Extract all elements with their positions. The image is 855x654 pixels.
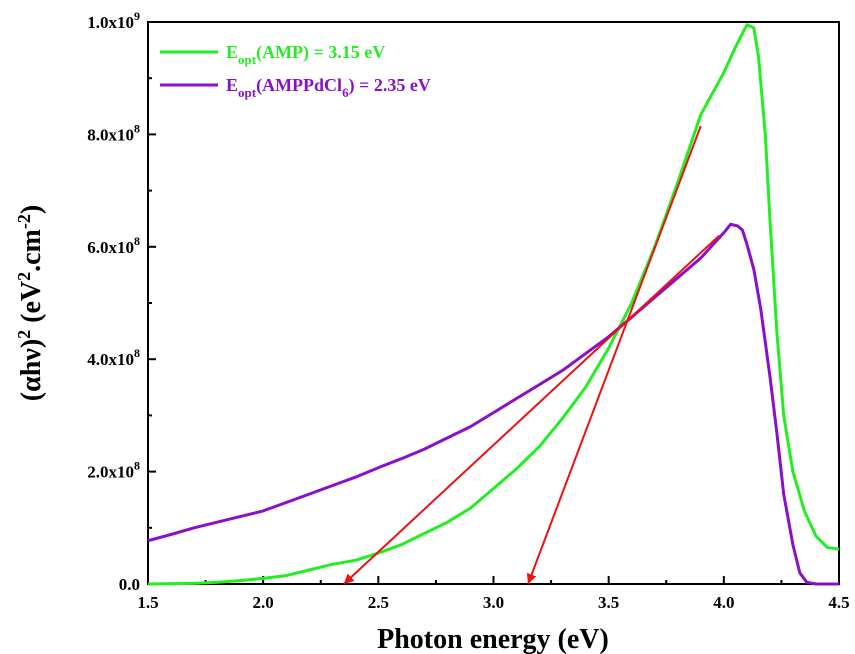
y-tick-label: 1.0x109 [87,9,140,32]
y-axis-title-unit-close: ) [16,205,47,214]
y-axis-title-unit-open: (eV [16,281,47,330]
x-tick-label: 3.0 [483,593,504,612]
y-axis-title-unit-power: 2 [14,272,34,281]
y-axis-ticks: 0.0 2.0x108 4.0x108 6.0x108 8.0x108 1.0x109 [87,9,156,594]
legend-label: Eopt(AMPPdCl6) = 2.35 eV [226,75,431,100]
y-tick-label: 0.0 [119,575,140,594]
y-axis-title-prefix: (αhν) [16,339,47,401]
y-tick-label: 6.0x108 [87,234,140,257]
y-tick-label: 2.0x108 [87,459,140,482]
tangent-arrow [343,234,720,585]
y-axis-title: (αhν)2 (eV2.cm-2) [14,205,47,401]
x-tick-label: 2.5 [368,593,389,612]
y-tick-label: 4.0x108 [87,346,140,369]
plot-frame [147,21,840,585]
x-axis-ticks: 1.5 2.0 2.5 3.0 3.5 4.0 4.5 [137,576,850,612]
legend: Eopt(AMP) = 3.15 eV Eopt(AMPPdCl6) = 2.35… [160,42,431,100]
legend-label: Eopt(AMP) = 3.15 eV [226,42,385,67]
y-axis-title-unit-power2: -2 [14,214,34,229]
data-series [147,23,840,586]
y-axis-title-power: 2 [14,330,34,339]
series-line-2 [147,222,839,586]
y-tick-label: 8.0x108 [87,121,140,144]
series-line-1 [147,23,840,586]
x-tick-label: 2.0 [253,593,274,612]
x-axis-title: Photon energy (eV) [377,624,609,654]
tangent-arrow [526,125,702,585]
x-tick-label: 4.5 [828,593,849,612]
x-tick-label: 4.0 [713,593,734,612]
tangent-arrows [343,125,720,585]
x-tick-label: 1.5 [137,593,158,612]
x-tick-label: 3.5 [598,593,619,612]
y-axis-title-unit-mid: .cm [16,229,47,272]
